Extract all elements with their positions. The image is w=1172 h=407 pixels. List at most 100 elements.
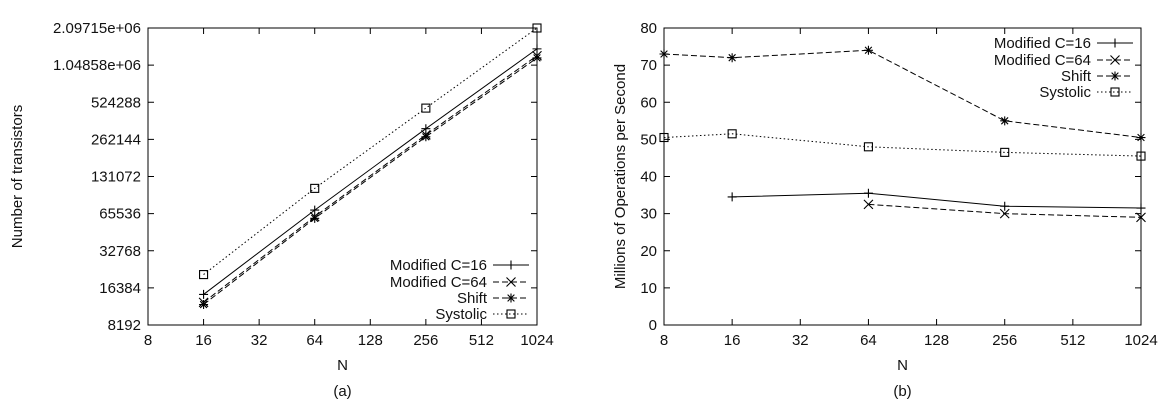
x-tick-label: 1024 [520,332,553,349]
x-tick-label: 256 [992,332,1017,349]
data-point-marker [1136,151,1146,161]
legend-label: Shift [457,290,488,307]
data-point-marker [863,142,873,152]
data-point-marker [1000,116,1010,126]
legend-marker [1110,55,1120,65]
series-line [663,49,1142,139]
data-point-marker [727,129,737,139]
y-tick-label: 80 [640,20,657,37]
legend-marker [1110,87,1120,97]
data-point-marker [1000,201,1010,211]
y-tick-label: 8192 [108,317,141,334]
x-tick-label: 512 [469,332,494,349]
legend-label: Modified C=16 [994,35,1091,52]
x-axis-title: N [337,357,348,374]
y-axis-title: Number of transistors [9,105,26,248]
data-point-marker [1136,212,1146,223]
legend-label: Modified C=64 [994,52,1091,69]
x-tick-label: 128 [358,332,383,349]
series-line [203,27,538,275]
y-tick-label: 30 [640,206,657,223]
y-tick-label: 65536 [99,206,141,223]
x-tick-label: 32 [251,332,268,349]
series-systolic: Systolic [199,23,542,323]
chart-panel-b: 8 16 32 64 128 256 512 1024 0 10 20 30 40 50 60 70 80 N Mi… [612,20,1158,400]
series-line [203,57,538,305]
x-tick-label: 512 [1060,332,1085,349]
x-axis-title: N [897,357,908,374]
panel-caption: (b) [893,383,911,400]
chart-panel-a: 8 16 32 64 128 256 512 1024 8192 16384 32768 65536 1… [9,20,554,400]
legend-label: Systolic [1039,84,1091,101]
x-tick-label: 64 [860,332,877,349]
y-tick-label: 10 [640,280,657,297]
data-point-marker [727,192,737,202]
legend-marker [1110,71,1120,81]
data-point-marker [1000,147,1010,157]
series-modified-c-16: Modified C=16 [727,35,1146,213]
legend-label: Modified C=64 [390,274,487,291]
legend-marker [506,293,516,303]
y-tick-label: 16384 [99,280,141,297]
y-tick-label: 262144 [91,131,141,148]
x-tick-label: 16 [724,332,741,349]
data-point-marker [421,132,431,142]
data-point-marker [310,213,320,223]
data-point-marker [421,124,431,134]
series-modified-c-16: Modified C=16 [199,44,542,299]
y-tick-label: 50 [640,131,657,148]
data-point-marker [421,103,431,113]
data-point-marker [659,49,669,59]
x-tick-label: 64 [306,332,323,349]
y-tick-label: 1.04858e+06 [53,57,141,74]
y-tick-label: 20 [640,243,657,260]
y-tick-label: 131072 [91,169,141,186]
legend-label: Shift [1061,68,1092,85]
data-point-marker [863,199,874,210]
series-line [663,133,1142,157]
series-line [203,48,538,295]
series-systolic: Systolic [659,84,1146,161]
series-shift: Shift [199,53,542,310]
legend-marker [506,309,516,319]
series-line [732,192,1142,209]
data-point-marker [532,23,542,33]
y-axis-title: Millions of Operations per Second [612,64,629,289]
legend-marker [506,277,516,287]
x-tick-label: 256 [413,332,438,349]
x-tick-label: 128 [924,332,949,349]
y-tick-label: 40 [640,169,657,186]
data-point-marker [310,205,320,215]
legend-label: Modified C=16 [390,257,487,274]
data-point-marker [310,183,320,193]
data-point-marker [999,208,1010,219]
y-tick-label: 0 [649,317,657,334]
x-tick-label: 8 [144,332,152,349]
data-point-marker [1136,133,1146,143]
data-point-marker [1136,203,1146,213]
x-tick-label: 32 [792,332,809,349]
y-tick-label: 32768 [99,243,141,260]
data-point-marker [532,44,542,54]
data-point-marker [199,289,209,299]
x-tick-label: 16 [195,332,212,349]
data-point-marker [659,132,669,143]
x-tick-label: 8 [660,332,668,349]
series-line [203,55,538,303]
panel-caption: (a) [333,383,351,400]
y-tick-label: 2.09715e+06 [53,20,141,37]
x-tick-label: 1024 [1124,332,1157,349]
legend-marker [1110,38,1120,48]
data-point-marker [863,188,873,198]
data-point-marker [727,53,737,63]
data-point-marker [199,270,209,280]
data-point-marker [532,53,542,63]
legend-marker [506,260,516,270]
y-tick-label: 70 [640,57,657,74]
series-modified-c-64: Modified C=64 [863,52,1146,223]
data-point-marker [199,300,209,310]
series-shift: Shift [659,45,1146,143]
data-point-marker [863,45,873,55]
y-tick-label: 60 [640,94,657,111]
